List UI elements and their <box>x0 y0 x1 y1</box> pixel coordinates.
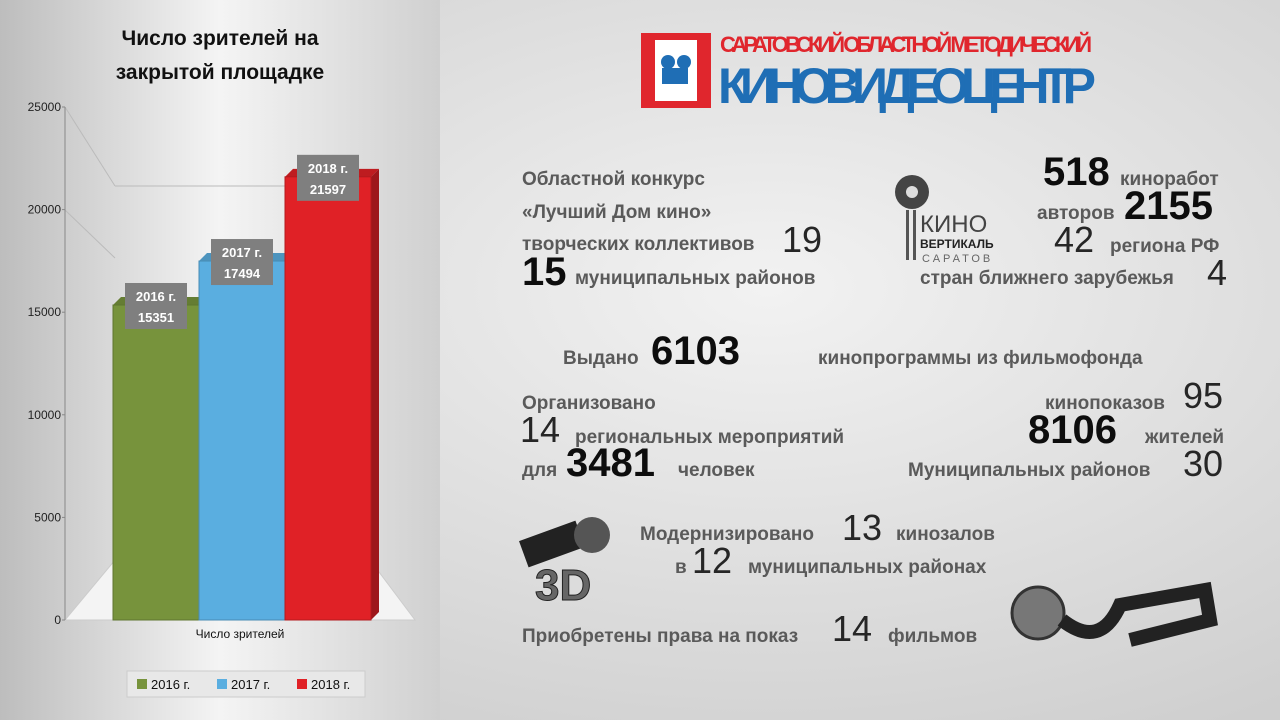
bar <box>284 176 372 621</box>
kv-vertical: ВЕРТИКАЛЬ <box>920 237 994 251</box>
number: 3481 <box>566 441 655 485</box>
wall-line <box>64 209 116 259</box>
data-label: 15351 <box>138 310 174 325</box>
text: стран ближнего зарубежья <box>920 268 1174 289</box>
legend-box <box>126 670 366 698</box>
number: 14 <box>832 608 872 649</box>
data-label: 21597 <box>310 182 346 197</box>
kv-bar <box>913 210 916 260</box>
text: в <box>675 557 687 578</box>
y-tick-label: 25000 <box>28 100 62 114</box>
y-tick-label: 10000 <box>28 408 62 422</box>
y-tick-label: 5000 <box>34 510 61 524</box>
number: 518 <box>1043 150 1110 194</box>
x-category-label: Число зрителей <box>196 627 285 641</box>
text: региональных мероприятий <box>575 427 844 448</box>
data-label-series: 2016 г. <box>136 289 176 304</box>
text: киноработ <box>1120 169 1219 190</box>
text: для <box>522 460 557 481</box>
legend-swatch <box>137 679 147 689</box>
data-label: 17494 <box>224 266 261 281</box>
reel-icon <box>1010 585 1066 641</box>
text: Приобретены права на показ <box>522 626 798 647</box>
bar-side <box>371 168 379 620</box>
text: муниципальных районов <box>575 268 815 289</box>
number: 13 <box>842 507 882 548</box>
chart-title: Число зрителей на закрытой площадке <box>115 27 325 84</box>
text: человек <box>678 460 755 481</box>
number: 95 <box>1183 375 1223 416</box>
data-label-series: 2018 г. <box>308 161 348 176</box>
text: «Лучший Дом кино» <box>522 202 711 223</box>
kv-kino: КИНО <box>920 211 987 238</box>
kv-bar <box>906 210 909 260</box>
text: муниципальных районах <box>748 557 987 578</box>
text: кинозалов <box>896 524 995 545</box>
y-tick-label: 15000 <box>28 305 62 319</box>
number: 6103 <box>651 329 740 373</box>
data-label-series: 2017 г. <box>222 245 262 260</box>
text: региона РФ <box>1110 236 1219 257</box>
logo-icon <box>677 55 691 69</box>
text: фильмов <box>888 626 977 647</box>
text: Муниципальных районов <box>908 460 1150 481</box>
number: 19 <box>782 219 822 260</box>
y-tick-label: 20000 <box>28 203 62 217</box>
y-tick-label: 0 <box>54 613 61 627</box>
reel-icon <box>574 517 610 553</box>
legend-label: 2018 г. <box>311 677 350 692</box>
logo-icon <box>662 68 688 84</box>
data-label-box <box>125 282 187 329</box>
wall-line <box>64 106 116 187</box>
text: Организовано <box>522 393 656 414</box>
legend-label: 2016 г. <box>151 677 190 692</box>
text: авторов <box>1037 203 1115 224</box>
chart: 0 5000 10000 15000 20000 25000 2016 г. 15351 201… <box>28 100 379 627</box>
legend-swatch <box>297 679 307 689</box>
number: 15 <box>522 250 567 294</box>
3d-icon: 3D <box>535 561 591 610</box>
number: 42 <box>1054 219 1094 260</box>
text: жителей <box>1144 427 1224 448</box>
logo-line1: САРАТОВСКИЙ ОБЛАСТНОЙ МЕТОДИЧЕСКИЙ <box>720 32 1092 57</box>
text: Модернизировано <box>640 524 814 545</box>
number: 4 <box>1207 252 1227 293</box>
legend-swatch <box>217 679 227 689</box>
text: кинопоказов <box>1045 393 1165 414</box>
kv-city: САРАТОВ <box>922 253 993 265</box>
film-strip-icon <box>1057 581 1218 647</box>
data-label-box <box>211 239 273 286</box>
bar <box>112 304 200 621</box>
logo-line2: КИНОВИДЕОЦЕНТР <box>718 58 1096 114</box>
number: 2155 <box>1124 184 1213 228</box>
text: Областной конкурс <box>522 169 705 190</box>
text: творческих коллективов <box>522 234 754 255</box>
number: 8106 <box>1028 408 1117 452</box>
text: кинопрограммы из фильмофонда <box>818 348 1143 369</box>
number: 14 <box>520 409 560 450</box>
clapper-icon <box>519 520 585 568</box>
text: Выдано <box>563 348 639 369</box>
number: 30 <box>1183 443 1223 484</box>
kv-reel <box>906 186 918 198</box>
number: 12 <box>692 540 732 581</box>
data-label-box <box>297 154 359 201</box>
logo-icon <box>661 55 675 69</box>
legend-label: 2017 г. <box>231 677 270 692</box>
legend: 2016 г. 2017 г. 2018 г. <box>137 677 350 692</box>
bar <box>198 260 286 621</box>
